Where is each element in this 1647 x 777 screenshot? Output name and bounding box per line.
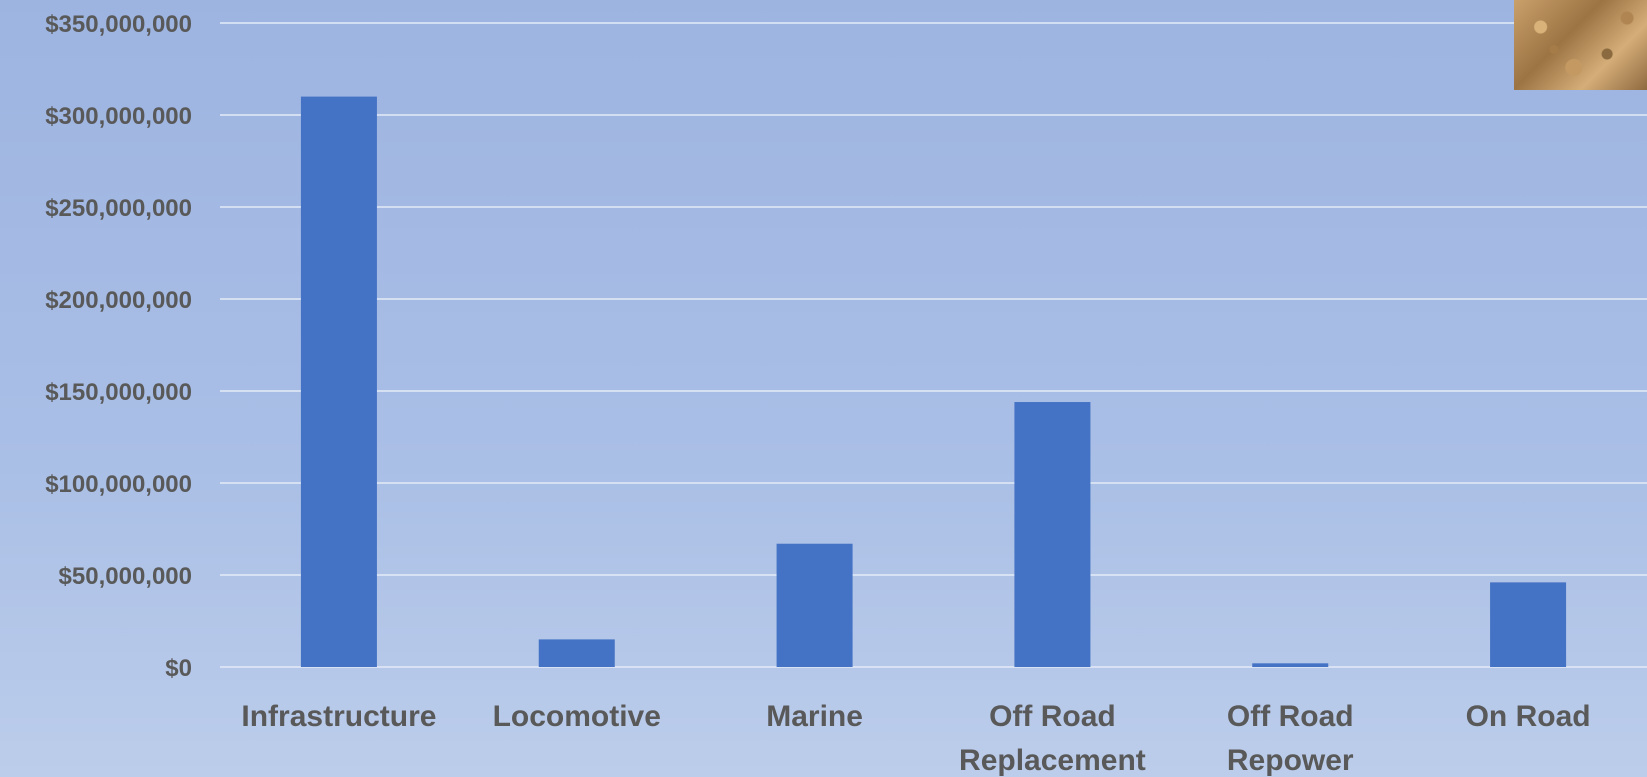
y-tick-label: $100,000,000 [45, 471, 192, 498]
y-tick-label: $300,000,000 [45, 103, 192, 130]
x-category-label: Replacement [959, 744, 1146, 777]
y-tick-label: $50,000,000 [59, 563, 192, 590]
y-tick-label: $200,000,000 [45, 287, 192, 314]
bar [776, 543, 853, 667]
dirt-photo-thumbnail [1514, 0, 1647, 90]
bars [300, 96, 1567, 668]
x-category-label: Infrastructure [241, 700, 436, 733]
y-tick-label: $350,000,000 [45, 11, 192, 38]
gridlines [220, 22, 1647, 668]
bar [1252, 663, 1329, 667]
y-tick-label: $0 [165, 655, 192, 682]
x-category-label: Repower [1227, 744, 1354, 777]
bar [300, 96, 377, 668]
bar [1014, 402, 1091, 667]
x-category-label: Off Road [989, 700, 1116, 733]
bar [1490, 582, 1567, 667]
x-category-label: Locomotive [493, 700, 661, 733]
x-category-label: On Road [1466, 700, 1591, 733]
x-category-label: Marine [766, 700, 863, 733]
x-axis-category-labels: Infrastructure Locomotive Marine Off Road Re… [241, 700, 1590, 777]
y-tick-label: $250,000,000 [45, 195, 192, 222]
bar [538, 639, 615, 667]
x-category-label: Off Road [1227, 700, 1354, 733]
y-tick-label: $150,000,000 [45, 379, 192, 406]
y-axis-tick-labels: $0 $50,000,000 $100,000,000 $150,000,000 $20… [45, 11, 192, 682]
